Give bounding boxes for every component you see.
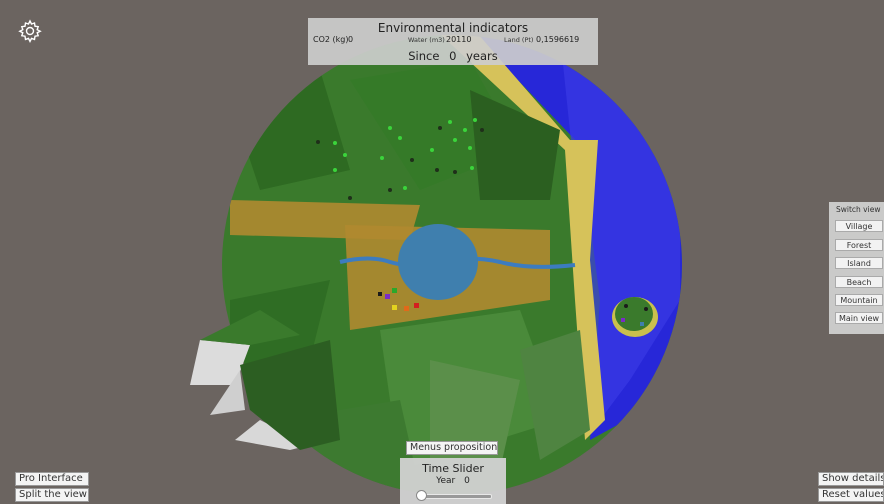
show-details-button[interactable]: Show details xyxy=(818,472,884,486)
mini-island[interactable] xyxy=(612,297,658,337)
switch-view-panel: Switch view Village Forest Island Beach … xyxy=(829,202,884,334)
co2-label: CO2 (kg) xyxy=(313,35,349,44)
switch-view-title: Switch view xyxy=(836,205,881,214)
environmental-indicators-panel: Environmental indicators CO2 (kg) 0 Wate… xyxy=(308,18,598,65)
land-label: Land (Pt) xyxy=(504,36,534,44)
pro-interface-button[interactable]: Pro Interface xyxy=(15,472,89,486)
co2-value: 0 xyxy=(348,35,354,44)
time-slider-title: Time Slider xyxy=(422,462,484,475)
since-label: Since xyxy=(408,49,440,63)
water-value: 20110 xyxy=(446,35,472,44)
view-island-button[interactable]: Island xyxy=(835,257,883,269)
year-value: 0 xyxy=(464,476,470,486)
water-label: Water (m3) xyxy=(408,36,445,44)
time-slider-track[interactable] xyxy=(420,494,492,499)
year-label: Year xyxy=(436,476,456,486)
split-view-button[interactable]: Split the view xyxy=(15,488,89,502)
land-value: 0,1596619 xyxy=(536,35,580,44)
menus-propositions-button[interactable]: Menus propositions xyxy=(406,441,498,455)
gear-icon[interactable] xyxy=(18,19,42,43)
view-main-button[interactable]: Main view xyxy=(835,312,883,324)
view-beach-button[interactable]: Beach xyxy=(835,276,883,288)
since-value: 0 xyxy=(449,49,457,63)
time-slider-panel: Time Slider Year 0 xyxy=(400,458,506,504)
mountain-rocks xyxy=(190,310,340,450)
view-mountain-button[interactable]: Mountain xyxy=(835,294,883,306)
reset-values-button[interactable]: Reset values xyxy=(818,488,884,502)
time-slider-handle[interactable] xyxy=(416,490,427,501)
since-unit: years xyxy=(466,49,498,63)
view-village-button[interactable]: Village xyxy=(835,220,883,232)
view-forest-button[interactable]: Forest xyxy=(835,239,883,251)
env-title: Environmental indicators xyxy=(377,21,529,35)
